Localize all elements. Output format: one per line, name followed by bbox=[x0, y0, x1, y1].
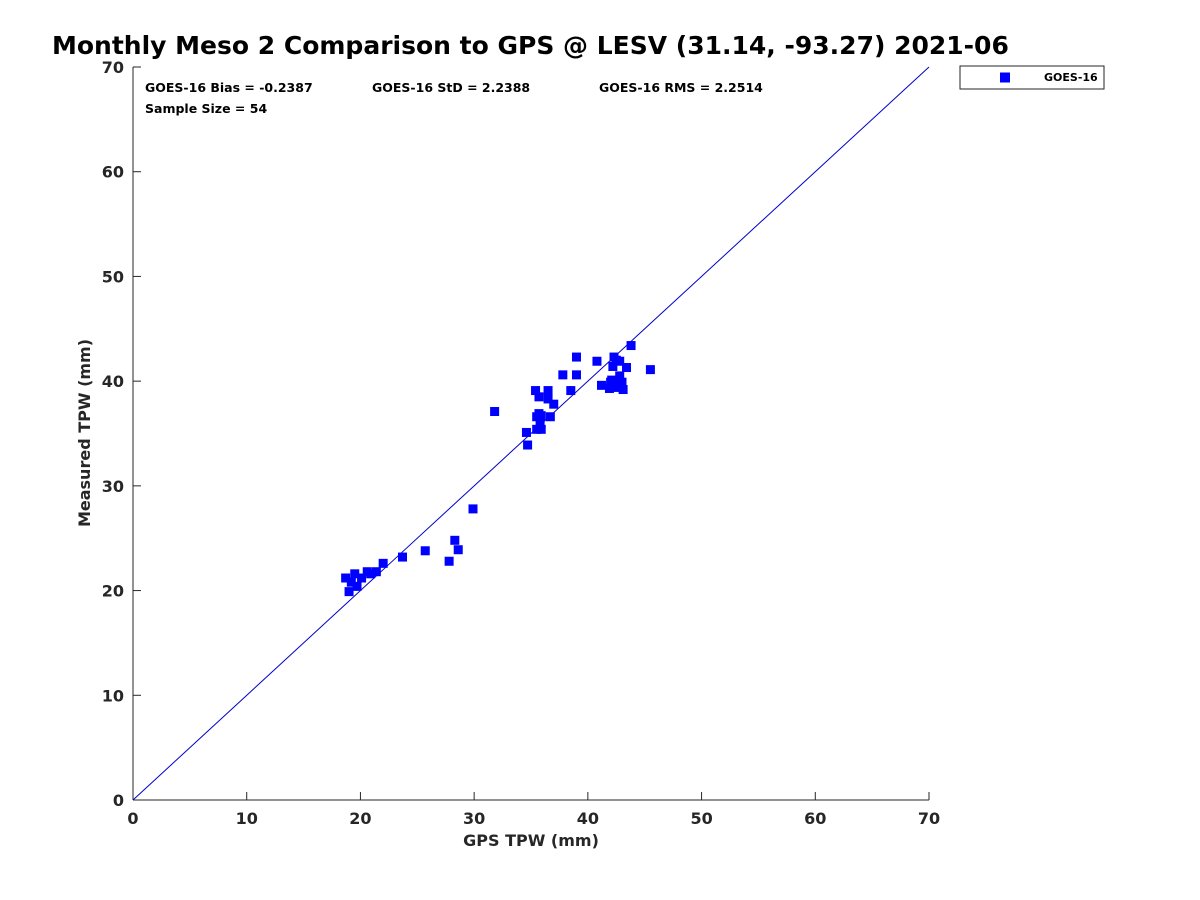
y-tick-label: 60 bbox=[102, 163, 124, 182]
data-points bbox=[341, 341, 655, 597]
x-tick-label: 50 bbox=[690, 809, 712, 828]
data-point bbox=[617, 377, 627, 387]
std-annotation: GOES-16 StD = 2.2388 bbox=[372, 80, 530, 95]
data-point bbox=[450, 535, 460, 545]
data-point bbox=[604, 383, 614, 393]
data-point bbox=[346, 577, 356, 587]
y-tick-label: 0 bbox=[113, 791, 124, 810]
one-to-one-reference-line bbox=[132, 66, 930, 801]
data-point bbox=[534, 392, 544, 402]
data-point bbox=[566, 386, 576, 396]
legend-marker bbox=[1000, 72, 1010, 83]
data-point bbox=[626, 341, 636, 351]
data-point bbox=[597, 380, 607, 390]
x-ticks: 0 10 20 30 40 50 60 70 bbox=[127, 792, 940, 828]
bias-annotation: GOES-16 Bias = -0.2387 bbox=[145, 80, 313, 95]
y-tick-label: 40 bbox=[102, 372, 124, 391]
data-point bbox=[378, 558, 388, 568]
y-tick-label: 50 bbox=[102, 267, 124, 286]
data-point bbox=[357, 573, 367, 583]
data-point bbox=[352, 581, 362, 591]
data-point bbox=[622, 363, 632, 373]
chart-title: Monthly Meso 2 Comparison to GPS @ LESV … bbox=[52, 31, 1009, 60]
data-point bbox=[558, 370, 568, 380]
data-point bbox=[571, 352, 581, 362]
y-tick-label: 10 bbox=[102, 686, 124, 705]
x-tick-label: 30 bbox=[463, 809, 485, 828]
data-point bbox=[615, 371, 625, 381]
data-point bbox=[468, 504, 478, 514]
data-point bbox=[344, 587, 354, 597]
data-point bbox=[490, 407, 500, 417]
data-point bbox=[366, 569, 376, 579]
data-point bbox=[618, 385, 628, 395]
sample-size-annotation: Sample Size = 54 bbox=[145, 101, 267, 116]
y-tick-label: 30 bbox=[102, 477, 124, 496]
data-point bbox=[549, 399, 559, 409]
data-point bbox=[543, 386, 553, 396]
data-point bbox=[536, 411, 546, 421]
data-point bbox=[341, 573, 351, 583]
y-ticks: 0 10 20 30 40 50 60 70 bbox=[102, 58, 141, 810]
data-point bbox=[420, 546, 430, 556]
data-point bbox=[523, 440, 533, 450]
data-point bbox=[532, 424, 542, 434]
y-tick-label: 70 bbox=[102, 58, 124, 77]
data-point bbox=[521, 427, 531, 437]
data-point bbox=[398, 552, 408, 562]
data-point bbox=[371, 567, 381, 577]
plot-area: 0 10 20 30 40 50 60 70 0 10 20 30 40 50 60 70 bbox=[102, 58, 940, 828]
legend-box bbox=[959, 65, 1105, 90]
x-tick-label: 10 bbox=[236, 809, 258, 828]
data-point bbox=[645, 365, 655, 375]
data-point bbox=[350, 569, 360, 579]
x-tick-label: 40 bbox=[577, 809, 599, 828]
data-point bbox=[592, 356, 602, 366]
legend-label: GOES-16 bbox=[1044, 71, 1098, 84]
data-point bbox=[453, 545, 463, 555]
x-tick-label: 60 bbox=[804, 809, 826, 828]
x-tick-label: 0 bbox=[127, 809, 138, 828]
x-axis-label: GPS TPW (mm) bbox=[463, 831, 599, 850]
legend: GOES-16 bbox=[959, 65, 1105, 90]
x-tick-label: 70 bbox=[918, 809, 940, 828]
data-point bbox=[571, 370, 581, 380]
y-axis-label: Measured TPW (mm) bbox=[75, 339, 94, 527]
data-point bbox=[536, 424, 546, 434]
rms-annotation: GOES-16 RMS = 2.2514 bbox=[599, 80, 763, 95]
data-point bbox=[545, 412, 555, 422]
y-tick-label: 20 bbox=[102, 582, 124, 601]
data-point bbox=[531, 386, 541, 396]
x-tick-label: 20 bbox=[349, 809, 371, 828]
data-point bbox=[608, 361, 618, 371]
data-point bbox=[535, 419, 545, 429]
data-point bbox=[444, 556, 454, 566]
data-point bbox=[611, 355, 621, 365]
data-point bbox=[543, 394, 553, 404]
data-point bbox=[607, 375, 617, 385]
